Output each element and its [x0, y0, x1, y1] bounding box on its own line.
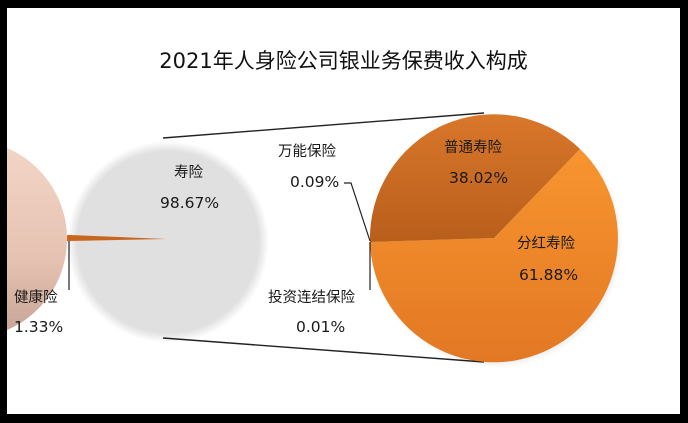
slice-jiankang[interactable]	[67, 234, 166, 241]
pie-of-pie-chart	[7, 112, 623, 368]
label-touzi-name: 投资连结保险	[268, 290, 355, 306]
chart-frame: 2021年人身险公司银业务保费收入构成	[7, 8, 680, 414]
label-putong-name: 普通寿险	[444, 140, 502, 156]
label-jiankang-name: 健康险	[14, 290, 58, 306]
label-wanneng-name: 万能保险	[278, 144, 336, 160]
primary-pie	[7, 148, 166, 330]
slice-fenhong[interactable]	[370, 149, 618, 363]
label-fenhong-name: 分红寿险	[517, 236, 575, 252]
label-shouxian-pct: 98.67%	[160, 194, 220, 212]
connector-line-top	[162, 112, 485, 139]
label-shouxian-name: 寿险	[174, 165, 203, 181]
secondary-pie	[369, 114, 618, 363]
leader-line-wanneng	[344, 182, 371, 242]
label-jiankang-pct: 1.33%	[14, 318, 64, 336]
label-wanneng-pct: 0.09%	[290, 173, 340, 191]
slice-putong[interactable]	[369, 114, 580, 242]
label-fenhong-pct: 61.88%	[519, 266, 579, 284]
chart-title: 2021年人身险公司银业务保费收入构成	[159, 49, 528, 73]
label-putong-pct: 38.02%	[449, 169, 509, 187]
label-touzi-pct: 0.01%	[296, 318, 346, 336]
connector-line-bottom	[162, 337, 485, 363]
